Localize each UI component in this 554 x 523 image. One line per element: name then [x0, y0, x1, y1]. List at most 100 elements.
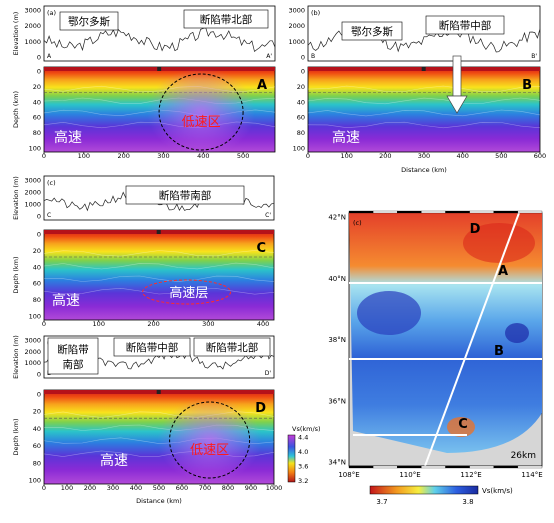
depth-tick-label: 60: [33, 114, 41, 122]
depth-tick-label: 80: [33, 296, 41, 304]
colorbar-label: Vs(km/s): [292, 425, 321, 433]
colorbar-vs-profiles: Vs(km/s)4.4 4.0 3.6 3.2: [287, 425, 321, 485]
annotation-high-velocity: 高速: [332, 129, 360, 146]
colorbar-bar: [287, 434, 296, 483]
region-label: 鄂尔多斯: [351, 25, 393, 38]
distance-tick-label: 400: [456, 152, 468, 160]
depth-tick-label: 40: [33, 425, 41, 433]
region-label-box: [125, 185, 245, 205]
velocity-contour: [307, 85, 541, 93]
region-label: 断陷带中部: [439, 19, 492, 32]
depth-tick-label: 60: [33, 280, 41, 288]
region-label-box: [183, 9, 269, 29]
distance-tick-label: 0: [42, 484, 46, 492]
distance-tick-label: 300: [157, 152, 169, 160]
region-label: 断陷带北部: [206, 341, 259, 354]
longitude-label: 108°E: [338, 471, 359, 479]
map-border-segment: [421, 465, 446, 469]
distance-tick-label: 100: [340, 152, 352, 160]
annotation-low-velocity: 低速区: [182, 115, 221, 130]
station-marker: [157, 67, 162, 71]
arrow-shaft: [452, 55, 462, 97]
distance-tick-label: 500: [495, 152, 507, 160]
velocity-section: [43, 229, 275, 321]
distance-tick-label: 0: [42, 320, 46, 328]
map-line-label: C: [458, 417, 468, 432]
annotation-high-velocity: 高速: [52, 292, 80, 309]
depth-tick-label: 80: [33, 459, 41, 467]
high-velocity-layer-outline: [142, 279, 232, 305]
map-border-segment: [517, 465, 543, 469]
distance-tick-label: 0: [306, 152, 310, 160]
velocity-contour: [307, 121, 541, 129]
elevation-profile-line: [43, 27, 276, 52]
distance-tick-label: 200: [84, 484, 96, 492]
distance-tick-label: 900: [245, 484, 257, 492]
map-subplot-letter: (c): [353, 219, 362, 227]
profile-line-d: [424, 212, 520, 467]
elevation-tick-label: 2000: [24, 22, 41, 30]
station-marker: [421, 67, 426, 71]
region-label: 断陷带: [57, 343, 89, 356]
distance-tick-label: 0: [42, 152, 46, 160]
map-border-segment: [445, 210, 470, 214]
region-label-box: [47, 337, 99, 375]
colorbar-tick-label: 3.2: [298, 477, 308, 485]
elevation-tick-label: 2000: [24, 189, 41, 197]
velocity-contour: [43, 262, 275, 270]
depth-axis-label: Depth (km): [12, 91, 20, 128]
elevation-axis-label: Elevation (m): [12, 176, 20, 220]
velocity-contour: [307, 97, 541, 105]
distance-tick-label: 800: [222, 484, 234, 492]
map-border-segment: [493, 210, 519, 214]
region-label-box: [425, 15, 505, 35]
map-border-segment: [397, 210, 422, 214]
distance-tick-label: 1000: [266, 484, 283, 492]
map-velocity-anomaly: [463, 223, 535, 263]
distance-tick-label: 600: [534, 152, 546, 160]
low-velocity-outline: [169, 401, 251, 479]
elevation-tick-label: 0: [37, 213, 41, 221]
map-colorbar-bar: [369, 485, 479, 495]
elevation-tick-label: 3000: [288, 7, 305, 15]
distance-tick-label: 200: [117, 152, 129, 160]
longitude-label: 110°E: [399, 471, 420, 479]
down-arrow: [446, 55, 468, 114]
region-label: 断陷带北部: [200, 13, 253, 26]
panel-letter: D: [255, 401, 266, 416]
depth-tick-label: 20: [297, 83, 305, 91]
subplot-letter: (a): [47, 9, 56, 17]
elevation-axis-label: Elevation (m): [12, 12, 20, 56]
depth-tick-label: 0: [37, 68, 41, 76]
annotation-low-velocity: 低速区: [190, 443, 229, 458]
latitude-label: 34°N: [328, 459, 346, 467]
distance-tick-label: 100: [61, 484, 73, 492]
map-velocity-anomaly: [357, 291, 421, 335]
elevation-tick-label: 2000: [288, 22, 305, 30]
distance-tick-label: 200: [379, 152, 391, 160]
elevation-tick-label: 1000: [24, 201, 41, 209]
map-velocity-anomaly: [505, 323, 529, 343]
region-label: 断陷带中部: [126, 341, 179, 354]
velocity-contour: [307, 109, 541, 117]
latitude-label: 42°N: [328, 214, 346, 222]
depth-tick-label: 0: [37, 391, 41, 399]
colorbar-tick-label: 3.6: [298, 463, 308, 471]
scale-label: 26km: [511, 451, 536, 461]
profile-end-label: A': [266, 53, 272, 60]
region-label-box: [59, 11, 119, 31]
velocity-contour: [43, 250, 275, 257]
colorbar-tick-label: 4.4: [298, 434, 308, 442]
distance-axis-label: Distance (km): [136, 497, 182, 505]
depth-tick-label: 0: [37, 231, 41, 239]
colorbar-tick-label: 4.0: [298, 448, 308, 456]
low-velocity-zone: [147, 68, 256, 156]
low-velocity-outline: [158, 73, 244, 151]
distance-tick-label: 100: [78, 152, 90, 160]
map-line-label: B: [494, 344, 504, 359]
depth-tick-label: 100: [29, 145, 41, 153]
panel-letter: A: [257, 78, 267, 93]
low-velocity-zone: [157, 398, 262, 482]
